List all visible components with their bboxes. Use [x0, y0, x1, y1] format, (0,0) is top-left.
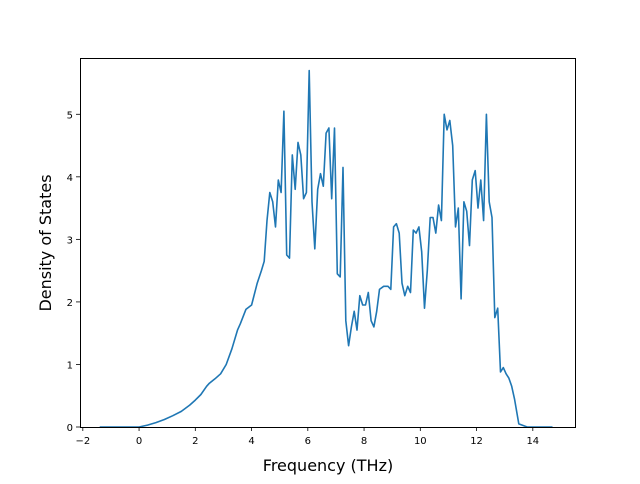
x-axis-label: Frequency (THz)	[263, 456, 393, 475]
dos-series-line	[99, 69, 553, 428]
y-tick-label: 1	[67, 360, 73, 371]
y-tick-label: 2	[67, 298, 73, 309]
x-axis-ticks: −2 0 2 4 6 8 10 12 14	[75, 427, 539, 447]
y-tick-label: 5	[67, 110, 73, 121]
y-tick-label: 0	[67, 423, 73, 434]
plot-area	[99, 69, 553, 428]
x-tick-label: 8	[361, 436, 367, 447]
x-tick-label: 0	[136, 436, 142, 447]
y-tick-label: 3	[67, 235, 73, 246]
y-axis-ticks: 0 1 2 3 4 5	[67, 110, 80, 434]
x-tick-label: 4	[248, 436, 254, 447]
x-tick-label: −2	[75, 436, 90, 447]
x-tick-label: 10	[414, 436, 427, 447]
x-tick-label: 6	[305, 436, 311, 447]
x-tick-label: 2	[192, 436, 198, 447]
x-tick-label: 12	[470, 436, 483, 447]
axes-frame	[80, 58, 576, 428]
x-tick-label: 14	[526, 436, 539, 447]
y-axis-label: Density of States	[36, 174, 55, 311]
y-tick-label: 4	[67, 173, 73, 184]
